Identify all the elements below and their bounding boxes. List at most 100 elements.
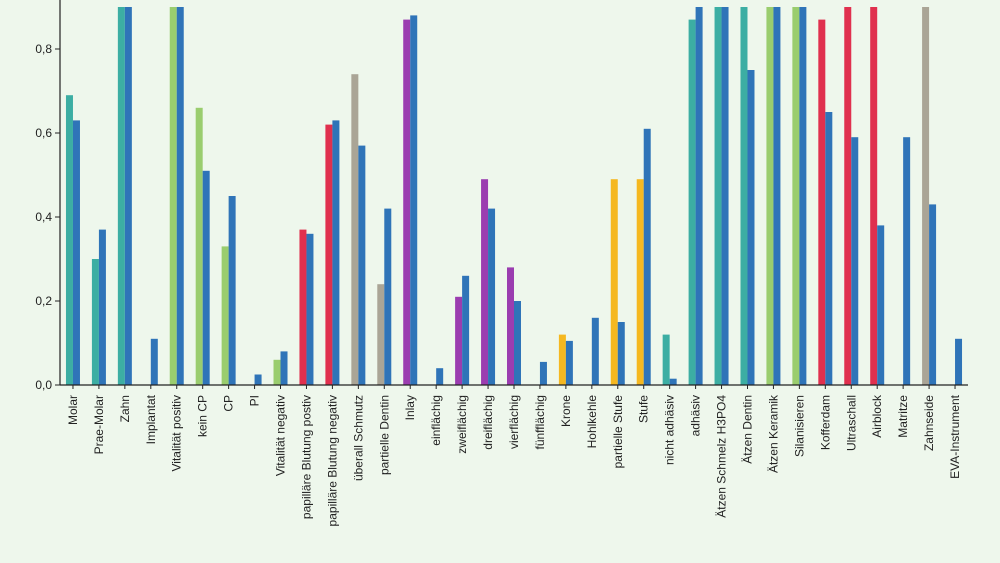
x-tick-label: partielle Dentin bbox=[377, 395, 391, 475]
x-axis: Molar Prae-Molar Zahn Implantat Vitalität po… bbox=[60, 384, 968, 526]
x-tick-label: Stufe bbox=[637, 395, 651, 423]
x-tick-label: vierflächig bbox=[507, 395, 521, 449]
x-tick-label: partielle Stufe bbox=[611, 395, 625, 469]
bar-first bbox=[870, 7, 878, 385]
bar-second bbox=[150, 338, 158, 385]
bar-first bbox=[766, 7, 774, 385]
x-tick-label: Vitalität negativ bbox=[274, 395, 288, 476]
bar-second bbox=[72, 120, 80, 386]
bar-first bbox=[558, 334, 566, 385]
bar-first bbox=[351, 74, 359, 385]
bar-second bbox=[514, 301, 521, 385]
x-tick-label: papilläre Blutung postiv bbox=[299, 395, 313, 519]
bar-second bbox=[773, 7, 781, 385]
bar-second bbox=[280, 351, 288, 385]
bar-first bbox=[455, 296, 463, 385]
x-tick-label: Zahn bbox=[118, 395, 132, 422]
bar-second bbox=[358, 145, 366, 385]
bar-first bbox=[299, 229, 307, 385]
x-tick-label: adhäsiv bbox=[689, 395, 703, 436]
x-tick-label: Implantat bbox=[144, 394, 158, 444]
bar-second bbox=[591, 317, 599, 385]
x-tick-label: Zahnseide bbox=[922, 395, 936, 451]
x-tick-label: Ätzen Schmelz H3PO4 bbox=[715, 395, 729, 518]
x-tick-label: Inlay bbox=[403, 395, 417, 420]
x-tick-label: überall Schmutz bbox=[351, 395, 365, 481]
bar-second bbox=[617, 322, 625, 385]
x-tick-label: zweiflächig bbox=[455, 395, 469, 454]
bar-second bbox=[721, 7, 729, 385]
bar-second bbox=[695, 7, 703, 385]
x-tick-label: PI bbox=[248, 395, 262, 406]
bar-second bbox=[410, 15, 418, 386]
y-tick-label: 0,0 bbox=[35, 378, 52, 392]
bar-first bbox=[195, 107, 203, 386]
bar-second bbox=[202, 170, 210, 385]
x-tick-label: Ultraschall bbox=[844, 395, 858, 451]
x-tick-label: nicht adhäsiv bbox=[663, 395, 677, 465]
y-tick-label: 0,6 bbox=[35, 126, 52, 140]
x-tick-label: Molar bbox=[66, 395, 80, 425]
bar-second bbox=[462, 275, 470, 385]
y-axis: 0,0 0,2 0,4 0,6 0,8 bbox=[35, 0, 61, 392]
bar-second bbox=[825, 112, 833, 385]
bar-first bbox=[818, 19, 826, 385]
bar-second bbox=[384, 208, 392, 385]
bar-first bbox=[662, 334, 670, 385]
x-tick-label: Krone bbox=[559, 395, 573, 427]
bar-second bbox=[488, 208, 496, 385]
bar-second bbox=[877, 225, 885, 385]
bar-first bbox=[688, 19, 696, 385]
bar-second bbox=[539, 361, 547, 385]
bar-second bbox=[436, 368, 444, 385]
bar-first bbox=[91, 259, 99, 385]
x-tick-label: Prae-Molar bbox=[92, 395, 106, 454]
bar-second bbox=[332, 120, 340, 386]
x-tick-label: CP bbox=[222, 395, 236, 412]
x-tick-label: Airblock bbox=[870, 394, 884, 438]
bar-first bbox=[740, 7, 748, 385]
x-tick-label: Vitalität positiv bbox=[170, 395, 184, 471]
x-tick-label: einflächig bbox=[429, 395, 443, 446]
x-tick-label: fünfflächig bbox=[533, 395, 547, 450]
x-tick-label: kein CP bbox=[196, 395, 210, 437]
x-tick-label: Silanisieren bbox=[792, 395, 806, 457]
y-tick-label: 0,8 bbox=[35, 42, 52, 56]
bar-first bbox=[169, 7, 177, 385]
bar-first bbox=[481, 179, 489, 385]
bar-second bbox=[228, 196, 236, 385]
x-tick-label: Matritze bbox=[896, 395, 910, 438]
bar-first bbox=[117, 7, 125, 385]
x-tick-label: Hohlkehle bbox=[585, 395, 599, 449]
bar-first bbox=[714, 7, 722, 385]
bar-first bbox=[325, 124, 333, 385]
bar-second bbox=[643, 128, 651, 386]
bar-second bbox=[98, 229, 106, 385]
bar-second bbox=[929, 204, 937, 385]
bar-second bbox=[799, 7, 807, 385]
x-tick-label: papilläre Blutung negativ bbox=[325, 395, 339, 526]
x-tick-label: Ätzen Dentin bbox=[740, 395, 754, 464]
x-tick-label: dreiflächig bbox=[481, 395, 495, 450]
bar-second bbox=[254, 374, 262, 385]
bar-first bbox=[792, 7, 800, 385]
bar-second bbox=[124, 7, 132, 385]
x-tick-label: Ätzen Keramik bbox=[766, 394, 780, 473]
bar-first bbox=[610, 179, 618, 385]
bar-second bbox=[176, 7, 184, 385]
y-tick-label: 0,2 bbox=[35, 294, 52, 308]
bar-second bbox=[851, 137, 859, 385]
y-tick-label: 0,4 bbox=[35, 210, 52, 224]
bar-first bbox=[273, 359, 281, 385]
bars bbox=[65, 7, 963, 386]
bar-second bbox=[565, 340, 573, 385]
bar-second bbox=[747, 70, 755, 385]
bar-first bbox=[922, 7, 930, 385]
bar-first bbox=[65, 95, 73, 385]
x-tick-label: Kofferdam bbox=[818, 395, 832, 450]
bar-first bbox=[844, 7, 852, 385]
bar-second bbox=[306, 233, 314, 385]
bar-first bbox=[636, 179, 644, 385]
bar-second bbox=[669, 378, 677, 385]
